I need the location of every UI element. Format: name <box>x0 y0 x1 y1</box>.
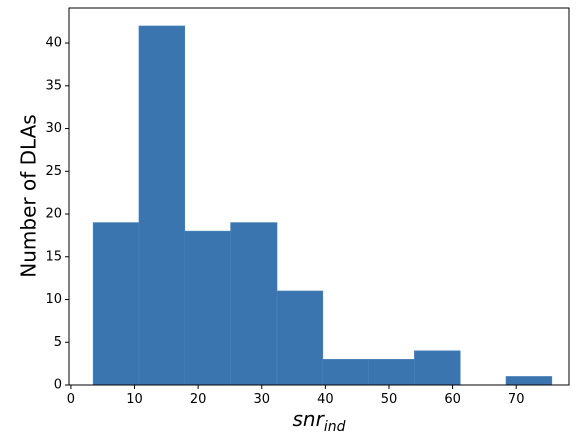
y-tick-label: 25 <box>45 164 62 179</box>
x-tick-label: 10 <box>126 392 143 407</box>
bar <box>322 359 369 386</box>
x-axis-label-sub: ind <box>324 419 346 435</box>
x-tick-label: 70 <box>508 392 525 407</box>
x-tick-label: 60 <box>444 392 461 407</box>
y-tick-label: 0 <box>54 378 62 393</box>
x-axis-label-main: snr <box>293 407 326 431</box>
y-tick-label: 15 <box>45 249 62 264</box>
x-tick-label: 30 <box>253 392 270 407</box>
x-tick-label: 40 <box>317 392 334 407</box>
bar <box>138 25 186 386</box>
x-tick-label: 20 <box>190 392 207 407</box>
y-tick-label: 5 <box>54 335 62 350</box>
y-axis-label: Number of DLAs <box>17 114 41 277</box>
bar <box>184 230 231 386</box>
bar <box>276 290 324 386</box>
bar <box>505 376 553 386</box>
bar <box>92 222 140 386</box>
y-tick-label: 30 <box>45 121 62 136</box>
bar <box>414 350 461 386</box>
y-tick-label: 40 <box>45 36 62 51</box>
x-tick-label: 0 <box>67 392 75 407</box>
y-tick-label: 20 <box>45 207 62 222</box>
y-tick-label: 10 <box>45 292 62 307</box>
x-axis-label: snrind <box>293 407 346 435</box>
x-tick-label: 50 <box>381 392 398 407</box>
y-tick-label: 35 <box>45 78 62 93</box>
bar <box>368 359 415 386</box>
plot-frame <box>68 7 570 386</box>
bar <box>230 222 278 386</box>
